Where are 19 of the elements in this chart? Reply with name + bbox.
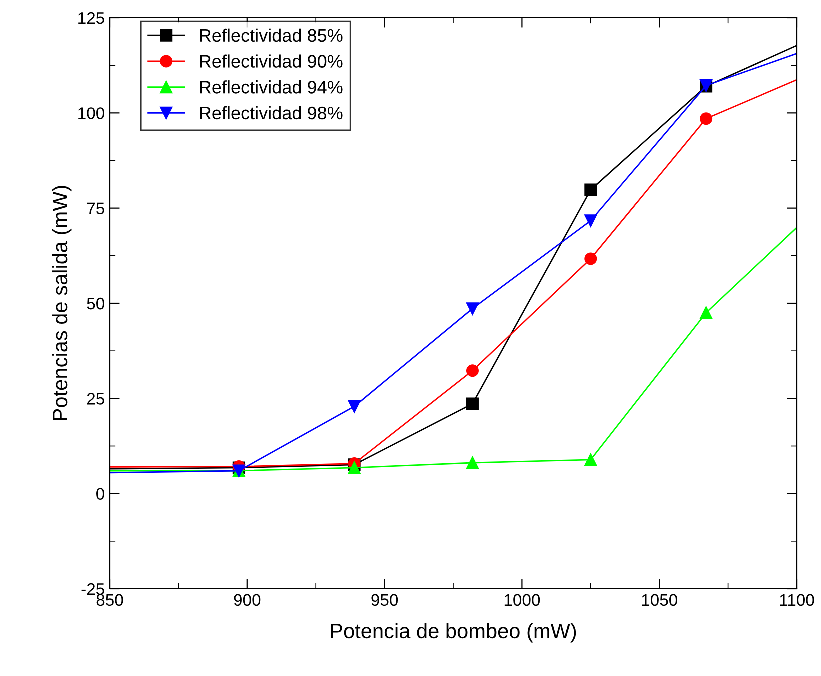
x-axis-title: Potencia de bombeo (mW) — [331, 623, 576, 643]
legend-label: Reflectividad 94% — [200, 80, 343, 94]
y-tick-label: 100 — [78, 108, 104, 120]
x-tick-label: 1050 — [642, 594, 678, 606]
y-tick-label: 0 — [96, 488, 104, 500]
legend-label: Reflectividad 90% — [200, 54, 343, 68]
x-tick-label: 850 — [96, 594, 124, 606]
y-tick-label: 25 — [87, 393, 104, 405]
x-tick-label: 1100 — [780, 594, 814, 606]
y-tick-label: 75 — [87, 202, 104, 215]
x-tick-label: 900 — [234, 594, 261, 606]
y-tick-label: 125 — [78, 12, 104, 24]
legend-label: Reflectividad 98% — [200, 106, 343, 120]
y-tick-label: -25 — [82, 583, 104, 596]
x-tick-label: 950 — [372, 594, 398, 606]
x-tick-label: 1000 — [504, 594, 540, 606]
y-tick-label: 50 — [87, 298, 104, 310]
y-axis-title: Potencias de salida (mW) — [52, 186, 72, 420]
legend-label: Reflectividad 85% — [200, 28, 343, 42]
